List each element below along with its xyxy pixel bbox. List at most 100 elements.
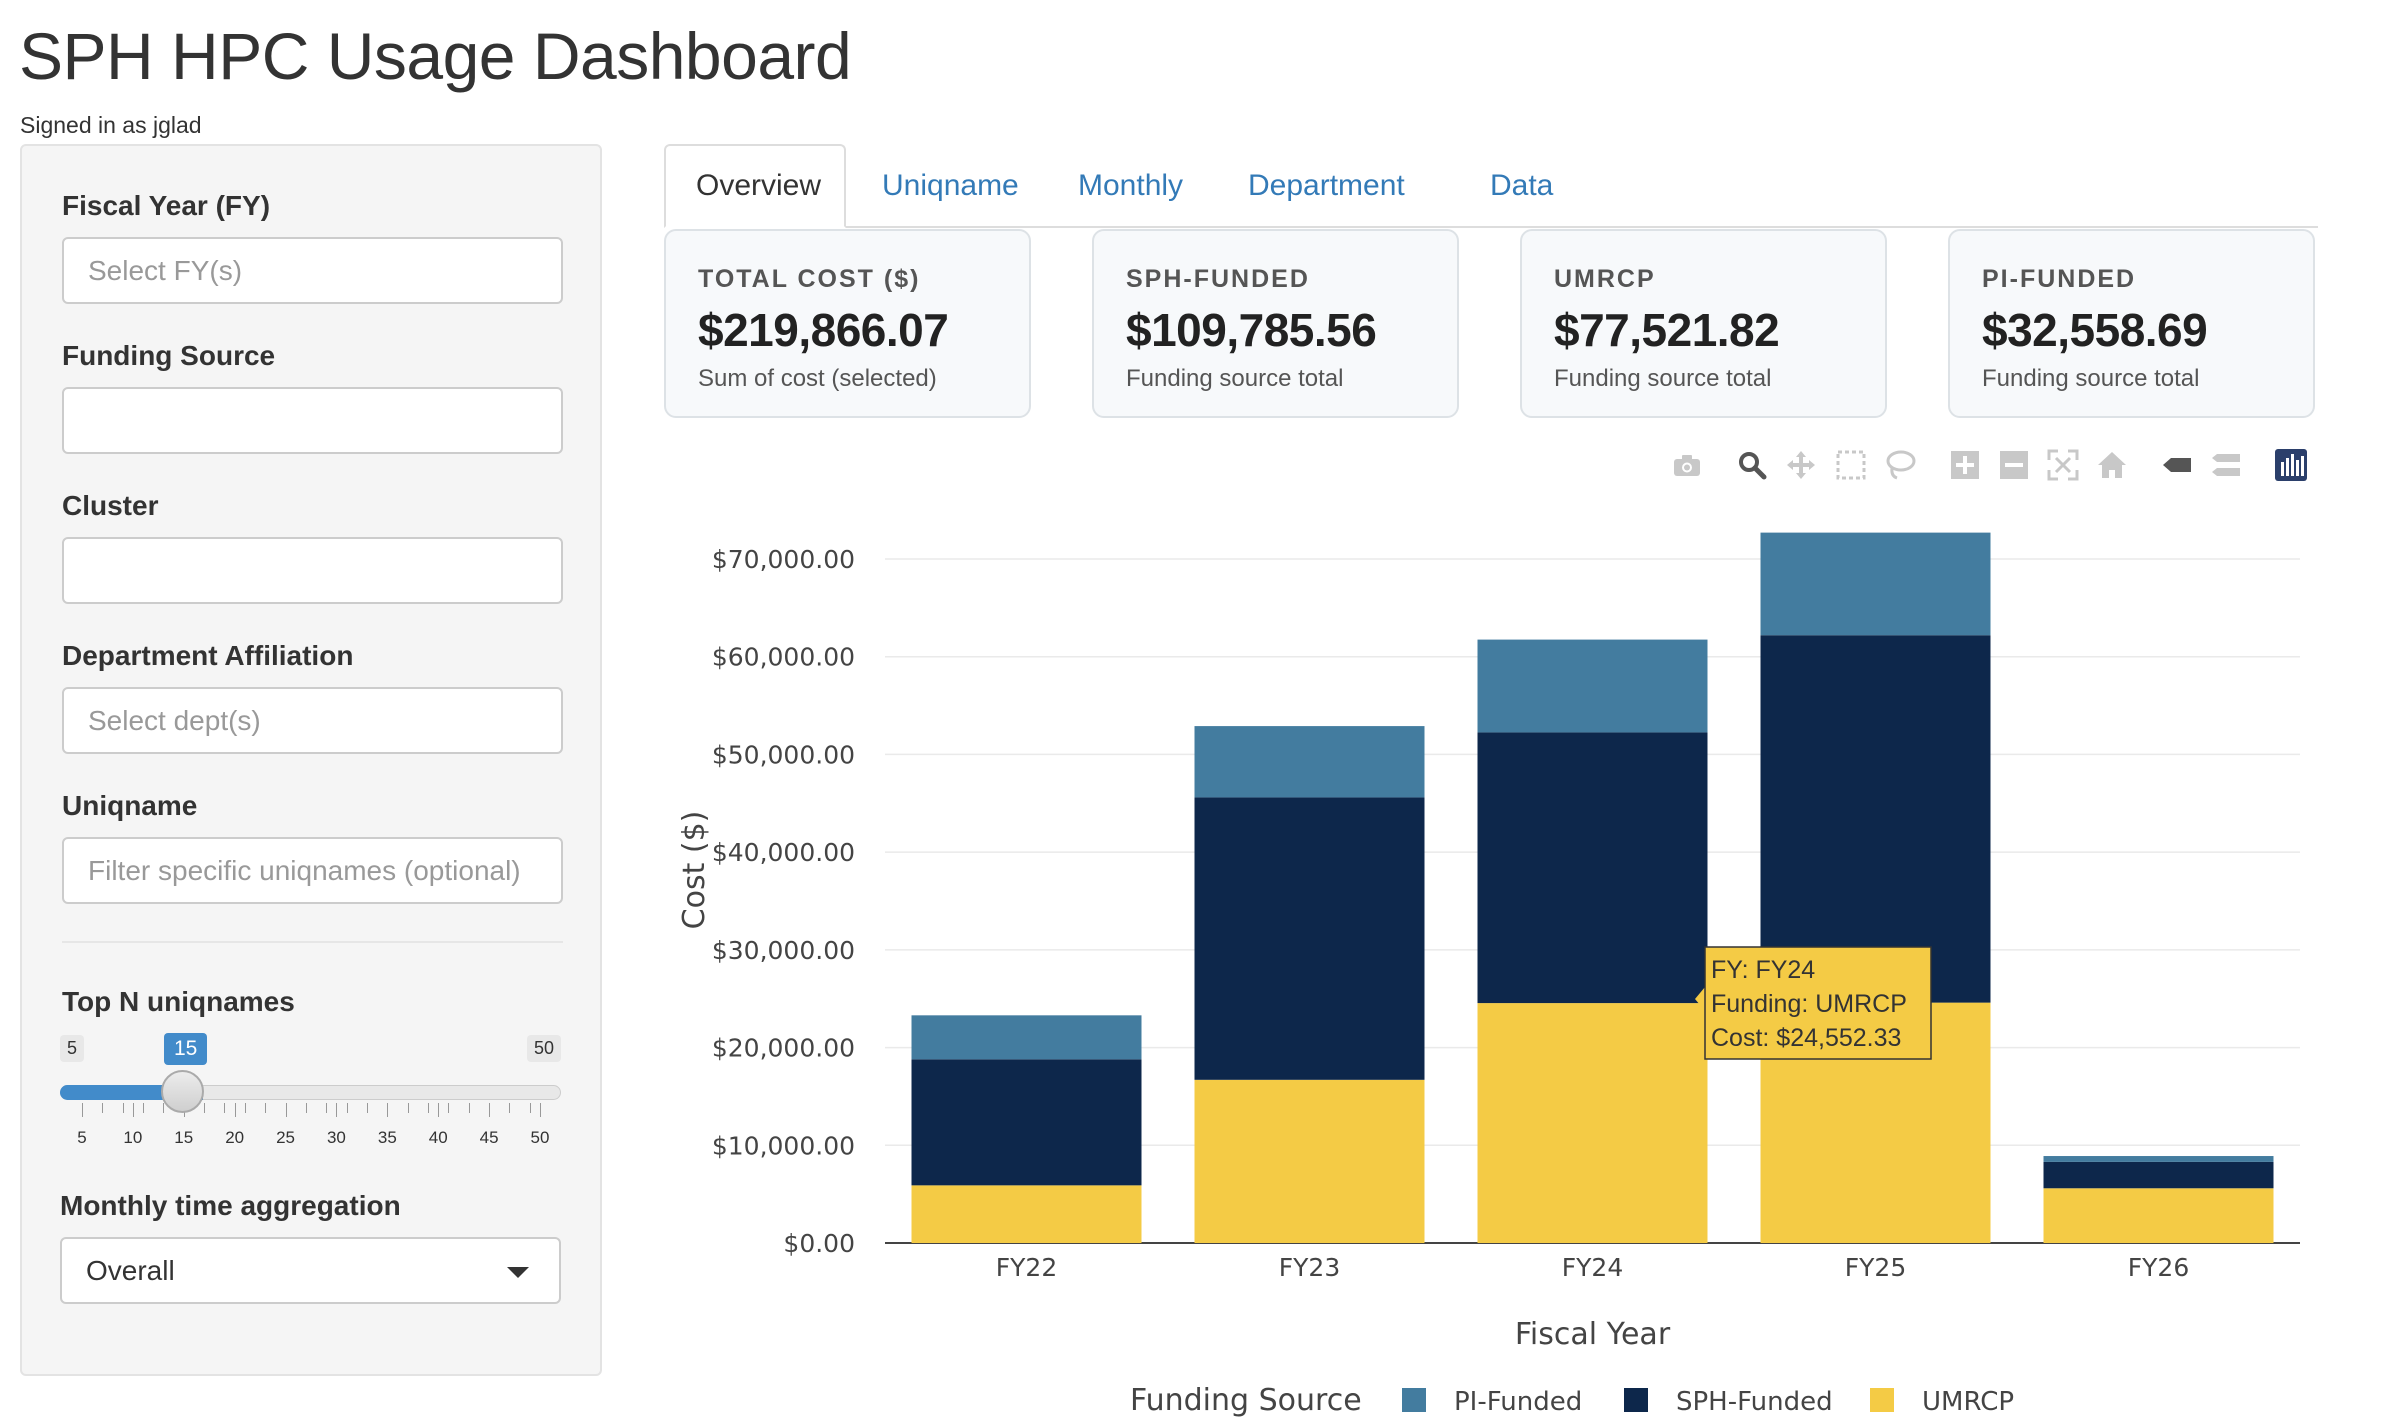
fiscal-year-select[interactable]: Select FY(s) bbox=[62, 237, 563, 304]
card-label: UMRCP bbox=[1554, 265, 1656, 293]
funding-source-select[interactable] bbox=[62, 387, 563, 454]
slider-tick bbox=[438, 1103, 440, 1117]
sidebar-divider bbox=[62, 941, 563, 943]
reset-axes-icon[interactable] bbox=[2095, 448, 2129, 482]
x-tick-label: FY24 bbox=[1562, 1253, 1623, 1282]
autoscale-icon[interactable] bbox=[2046, 448, 2080, 482]
bar-segment bbox=[1477, 1003, 1708, 1243]
slider-value-label: 15 bbox=[164, 1033, 208, 1065]
card-label: PI-FUNDED bbox=[1982, 265, 2137, 293]
y-axis-label: Cost ($) bbox=[677, 811, 712, 930]
top-n-label: Top N uniqnames bbox=[62, 986, 295, 1017]
y-tick-label: $0.00 bbox=[783, 1229, 855, 1258]
slider-tick-label: 45 bbox=[479, 1128, 499, 1147]
uniqname-input[interactable]: Filter specific uniqnames (optional) bbox=[62, 837, 563, 904]
plotly-logo-icon[interactable] bbox=[2274, 448, 2308, 482]
card-sph-funded: SPH-FUNDED $109,785.56 Funding source to… bbox=[1092, 229, 1459, 418]
x-tick-label: FY26 bbox=[2128, 1253, 2189, 1282]
slider-tick bbox=[540, 1103, 541, 1117]
tab-overview[interactable]: Overview bbox=[664, 144, 846, 228]
tab-monthly[interactable]: Monthly bbox=[1078, 169, 1184, 202]
slider-tick bbox=[489, 1103, 491, 1117]
slider-tick bbox=[143, 1103, 145, 1113]
hover-closest-icon[interactable] bbox=[2160, 448, 2194, 482]
tooltip-pointer bbox=[1695, 987, 1705, 1011]
bar-segment bbox=[1194, 726, 1425, 798]
tab-uniqname[interactable]: Uniqname bbox=[882, 169, 1019, 202]
tab-bar: Overview Uniqname Monthly Department Dat… bbox=[664, 144, 2318, 228]
tooltip-line: Cost: $24,552.33 bbox=[1711, 1024, 1901, 1052]
y-tick-label: $20,000.00 bbox=[712, 1034, 855, 1063]
slider-tick bbox=[122, 1103, 124, 1113]
y-tick-label: $30,000.00 bbox=[712, 936, 855, 965]
pan-icon[interactable] bbox=[1784, 448, 1818, 482]
slider-tick-label: 30 bbox=[326, 1128, 346, 1147]
card-subtitle: Funding source total bbox=[1982, 365, 2200, 392]
slider-tick-label: 35 bbox=[377, 1128, 397, 1147]
page-title: SPH HPC Usage Dashboard bbox=[19, 19, 852, 93]
legend-swatch bbox=[1624, 1388, 1648, 1412]
bar-segment bbox=[2043, 1156, 2274, 1162]
hover-tooltip bbox=[1704, 946, 1932, 1060]
funding-source-label: Funding Source bbox=[62, 340, 276, 371]
slider-tick bbox=[244, 1103, 246, 1113]
filter-sidebar: Fiscal Year (FY) Select FY(s) Funding So… bbox=[20, 144, 602, 1376]
slider-tick-label: 5 bbox=[77, 1128, 87, 1147]
slider-tick-label: 25 bbox=[276, 1128, 296, 1147]
bar-segment bbox=[2043, 1188, 2274, 1243]
card-value: $77,521.82 bbox=[1554, 304, 1780, 356]
slider-tick bbox=[132, 1103, 134, 1117]
slider-tick-label: 10 bbox=[123, 1128, 143, 1147]
lasso-icon[interactable] bbox=[1883, 448, 1917, 482]
cluster-label: Cluster bbox=[62, 490, 159, 521]
legend-label: SPH-Funded bbox=[1676, 1387, 1833, 1417]
zoom-out-icon[interactable] bbox=[1997, 448, 2031, 482]
aggregation-value: Overall bbox=[86, 1254, 175, 1286]
legend-label: PI-Funded bbox=[1454, 1387, 1582, 1417]
box-select-icon[interactable] bbox=[1834, 448, 1868, 482]
card-subtitle: Funding source total bbox=[1554, 365, 1772, 392]
bar-segment bbox=[1194, 797, 1425, 1080]
slider-tick bbox=[285, 1103, 287, 1117]
card-umrcp: UMRCP $77,521.82 Funding source total bbox=[1520, 229, 1887, 418]
slider-tick bbox=[102, 1103, 104, 1113]
card-value: $32,558.69 bbox=[1982, 304, 2208, 356]
slider-tick bbox=[387, 1103, 389, 1117]
bar-segment bbox=[1760, 635, 1991, 1003]
x-tick-label: FY25 bbox=[1845, 1253, 1906, 1282]
slider-handle[interactable] bbox=[161, 1070, 204, 1113]
tab-department[interactable]: Department bbox=[1248, 169, 1405, 202]
slider-tick-label: 50 bbox=[530, 1128, 550, 1147]
slider-tick bbox=[366, 1103, 368, 1113]
bar-segment bbox=[1760, 1002, 1991, 1243]
aggregation-select[interactable]: Overall bbox=[60, 1237, 561, 1304]
tab-data[interactable]: Data bbox=[1490, 169, 1554, 202]
slider-tick bbox=[468, 1103, 470, 1113]
slider-tick bbox=[428, 1103, 430, 1113]
zoom-in-icon[interactable] bbox=[1948, 448, 1982, 482]
chevron-down-icon bbox=[507, 1267, 529, 1278]
legend-label: UMRCP bbox=[1922, 1387, 2014, 1417]
card-label: SPH-FUNDED bbox=[1126, 265, 1310, 293]
bar-segment bbox=[911, 1185, 1142, 1243]
zoom-icon[interactable] bbox=[1735, 448, 1769, 482]
camera-icon[interactable] bbox=[1670, 448, 1704, 482]
department-select[interactable]: Select dept(s) bbox=[62, 687, 563, 754]
cluster-select[interactable] bbox=[62, 537, 563, 604]
legend-title: Funding Source bbox=[1130, 1383, 1362, 1418]
hover-compare-icon[interactable] bbox=[2209, 448, 2243, 482]
bar-segment bbox=[1760, 532, 1991, 636]
slider-tick-label: 15 bbox=[174, 1128, 194, 1147]
slider-tick bbox=[305, 1103, 307, 1113]
tooltip-line: FY: FY24 bbox=[1711, 956, 1815, 984]
aggregation-label: Monthly time aggregation bbox=[60, 1190, 401, 1221]
legend-swatch bbox=[1870, 1388, 1894, 1412]
slider-max-label: 50 bbox=[527, 1035, 562, 1062]
y-tick-label: $10,000.00 bbox=[712, 1131, 855, 1160]
slider-tick bbox=[346, 1103, 348, 1113]
bar-segment bbox=[911, 1059, 1142, 1186]
slider-min-label: 5 bbox=[60, 1035, 85, 1062]
department-label: Department Affiliation bbox=[62, 640, 354, 671]
x-tick-label: FY22 bbox=[996, 1253, 1057, 1282]
slider-tick bbox=[448, 1103, 450, 1113]
